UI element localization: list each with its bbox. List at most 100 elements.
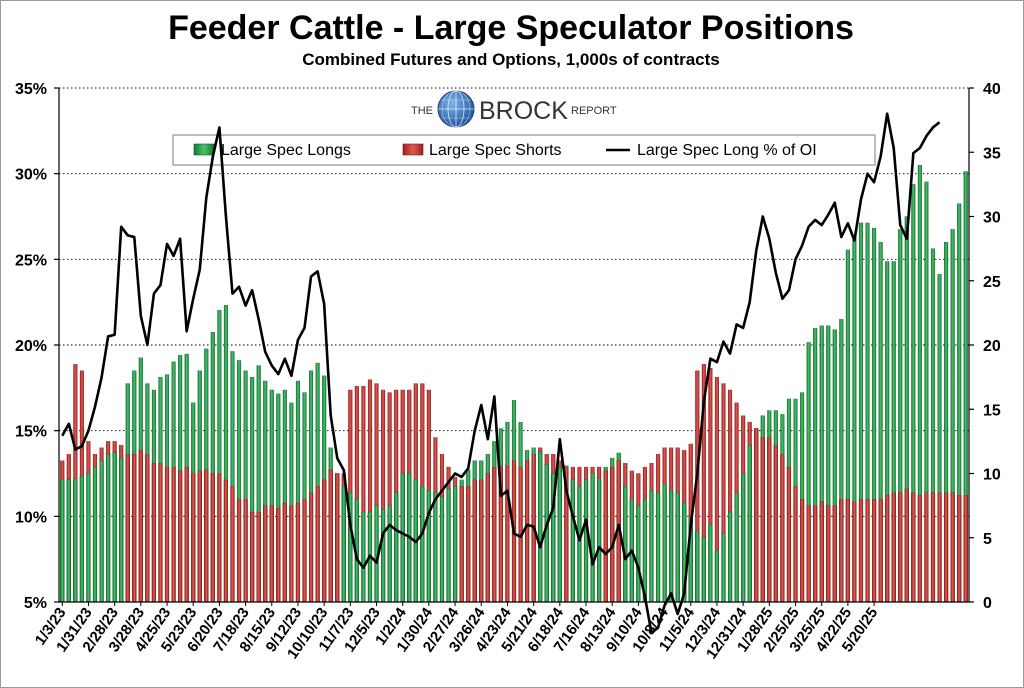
- shorts-bar: [485, 473, 490, 603]
- longs-bar: [433, 492, 438, 603]
- shorts-bar: [335, 473, 340, 603]
- y-right-tick-labels: 0 5 10 15 20 25 30 35 40: [983, 81, 1001, 612]
- longs-bar: [708, 524, 713, 603]
- shorts-bar: [289, 505, 294, 603]
- front-bars: [60, 428, 968, 603]
- shorts-bar: [282, 502, 287, 603]
- globe-icon: [437, 90, 475, 128]
- y-left-tick-label: 5%: [24, 595, 47, 612]
- longs-bar: [727, 511, 733, 603]
- longs-bar: [439, 496, 445, 603]
- legend-label-shorts: Large Spec Shorts: [429, 142, 562, 159]
- longs-bar: [721, 533, 726, 603]
- longs-bar: [577, 486, 582, 603]
- shorts-bar: [302, 499, 307, 603]
- longs-bar: [106, 454, 111, 603]
- long-pct-line: [61, 112, 941, 635]
- legend-swatch-shorts: [402, 143, 424, 156]
- x-tick-labels: 1/3/231/31/232/28/233/28/234/25/235/23/2…: [32, 602, 881, 662]
- shorts-bar: [839, 499, 844, 603]
- shorts-bar: [256, 511, 261, 603]
- shorts-bar: [917, 495, 922, 603]
- shorts-bar: [151, 463, 156, 603]
- shorts-bar: [492, 466, 497, 603]
- y-left-tick-label: 30%: [15, 167, 47, 184]
- shorts-bar: [872, 499, 877, 603]
- legend-label-longs: Large Spec Longs: [221, 142, 351, 159]
- shorts-bar: [178, 470, 183, 603]
- chart-subtitle: Combined Futures and Options, 1,000s of …: [302, 50, 720, 69]
- longs-bar: [400, 473, 405, 603]
- longs-bar: [669, 490, 674, 603]
- y-right-tick-label: 0: [983, 595, 992, 612]
- shorts-bar: [780, 454, 785, 603]
- shorts-bar: [505, 465, 510, 603]
- shorts-bar: [767, 437, 772, 603]
- longs-bar: [557, 466, 562, 603]
- shorts-bar: [243, 499, 248, 603]
- shorts-bar: [826, 505, 831, 603]
- shorts-bar: [210, 473, 215, 603]
- longs-bar: [361, 511, 366, 603]
- y-right-tick-label: 10: [983, 467, 1001, 484]
- longs-bar: [597, 478, 602, 603]
- shorts-bar: [773, 445, 778, 603]
- shorts-bar: [263, 505, 268, 603]
- shorts-bar: [813, 505, 818, 603]
- shorts-bar: [472, 479, 477, 603]
- logo-text-the: THE: [411, 105, 433, 117]
- longs-bar: [446, 488, 451, 603]
- longs-bar: [426, 490, 431, 603]
- shorts-bar: [878, 499, 883, 603]
- longs-bar: [649, 490, 654, 603]
- y-left-tick-labels: 5% 10% 15% 20% 25% 30% 35%: [15, 81, 47, 612]
- longs-bar: [623, 486, 628, 603]
- longs-bar: [747, 445, 752, 603]
- longs-bar: [92, 466, 98, 603]
- shorts-bar: [937, 492, 942, 603]
- shorts-bar: [322, 479, 327, 603]
- shorts-bar: [197, 470, 202, 603]
- shorts-bar: [930, 492, 936, 603]
- shorts-bar: [525, 460, 530, 603]
- shorts-bar: [315, 486, 320, 603]
- shorts-bar: [217, 473, 222, 603]
- shorts-bar: [145, 454, 150, 603]
- logo-text-brock: BROCK: [479, 97, 568, 125]
- shorts-bar: [832, 505, 837, 603]
- longs-bar: [662, 483, 667, 603]
- longs-bar: [734, 492, 739, 603]
- shorts-bar: [459, 486, 464, 603]
- chart-legend: Large Spec Longs Large Spec Shorts Large…: [172, 134, 876, 166]
- longs-bar: [583, 479, 589, 603]
- longs-bar: [655, 492, 661, 603]
- shorts-bar: [924, 492, 929, 603]
- longs-bar: [66, 479, 71, 603]
- shorts-bar: [845, 499, 850, 603]
- shorts-bar: [754, 428, 759, 603]
- longs-bar: [675, 492, 680, 603]
- shorts-bar: [819, 501, 824, 603]
- shorts-bar: [865, 499, 870, 603]
- y-right-tick-label: 25: [983, 274, 1001, 291]
- shorts-bar: [806, 505, 811, 603]
- y-right-tick-label: 20: [983, 338, 1001, 355]
- chart-title: Feeder Cattle - Large Speculator Positio…: [168, 9, 854, 47]
- longs-bar: [387, 505, 392, 603]
- shorts-bar: [164, 466, 170, 603]
- shorts-bar: [950, 492, 955, 603]
- longs-bar: [99, 460, 104, 603]
- longs-bar: [341, 486, 346, 603]
- y-left-tick-label: 10%: [15, 509, 47, 526]
- shorts-bar: [158, 463, 163, 603]
- shorts-bar: [911, 492, 916, 603]
- longs-bar: [714, 550, 719, 603]
- shorts-bar: [171, 466, 176, 603]
- shorts-bar: [184, 466, 189, 603]
- longs-bar: [60, 479, 65, 603]
- longs-bar: [420, 486, 425, 603]
- longs-bar: [73, 478, 78, 603]
- shorts-bar: [308, 492, 314, 603]
